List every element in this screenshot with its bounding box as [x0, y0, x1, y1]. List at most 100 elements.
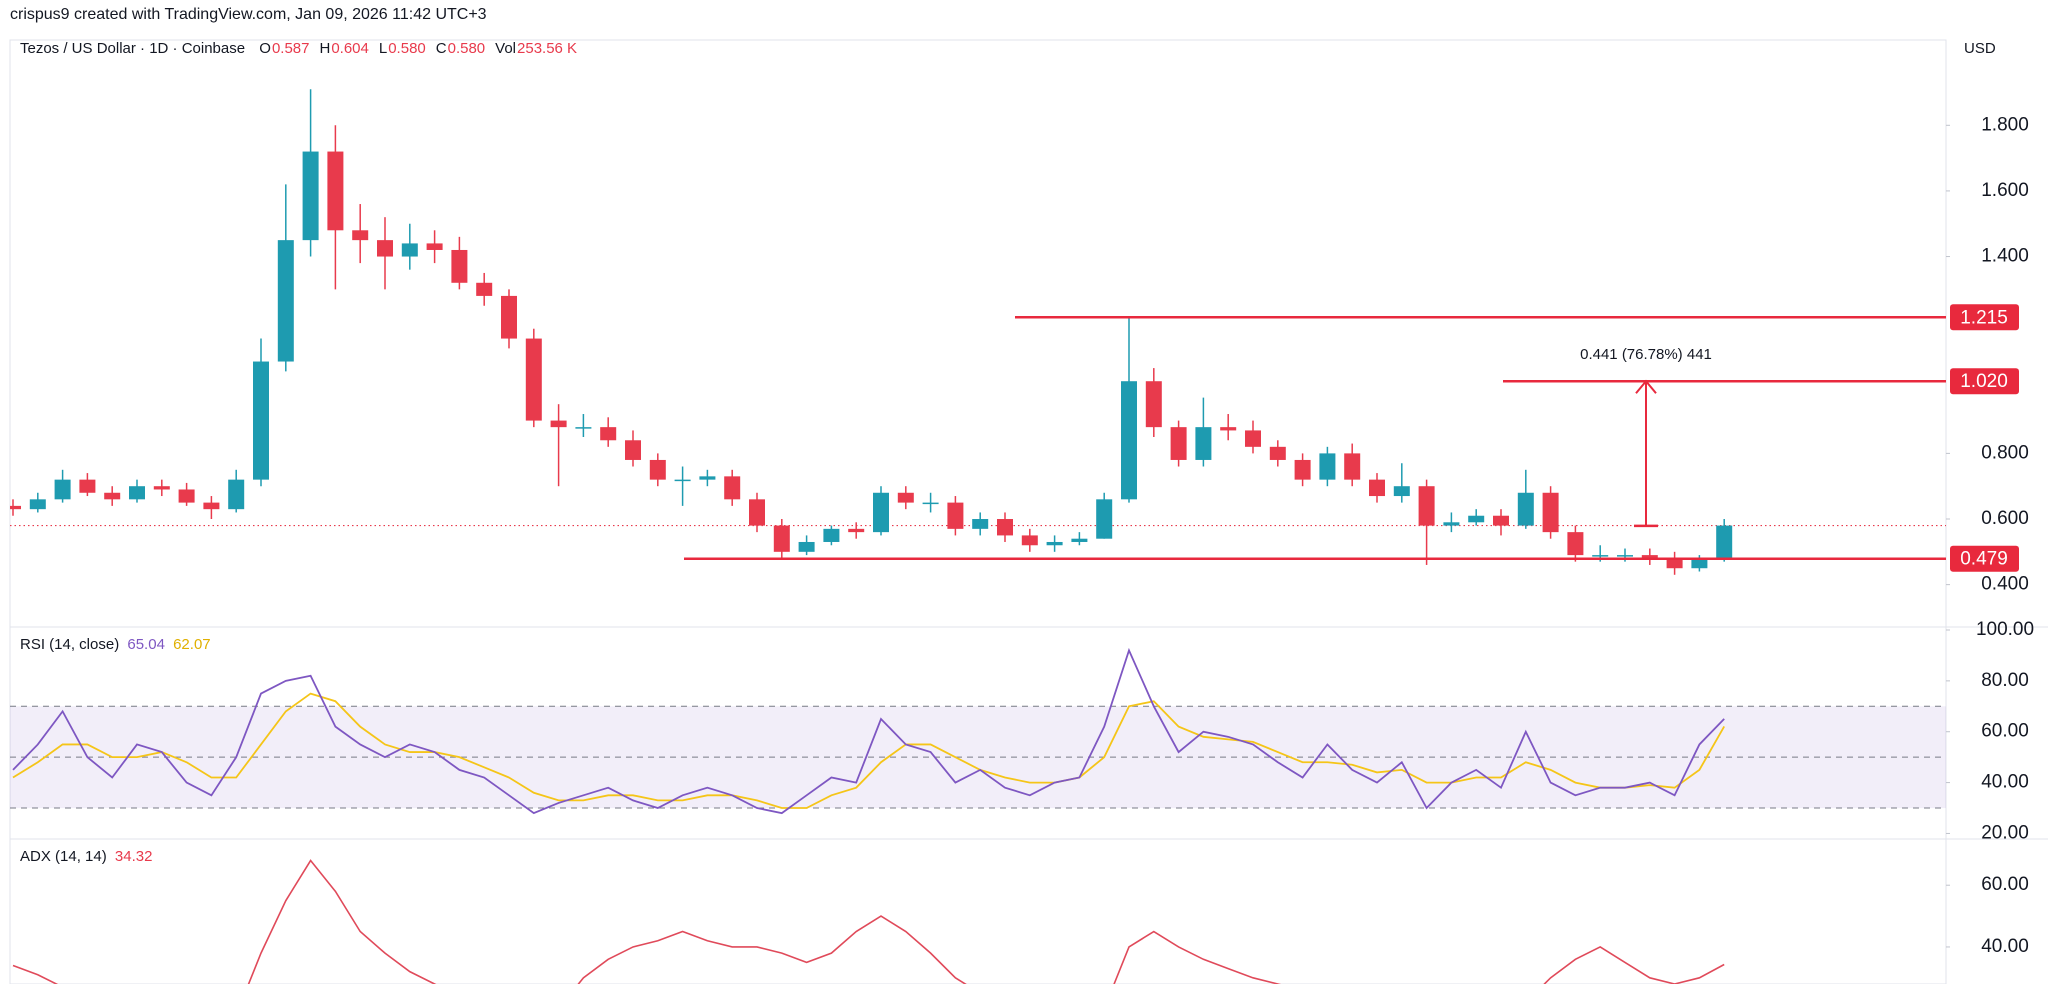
level-label-box: [1950, 545, 2019, 572]
candle-body: [426, 243, 443, 250]
level-label: 1.020: [1960, 371, 2008, 392]
candle-body: [1046, 541, 1063, 546]
candle-body: [1567, 532, 1584, 556]
watermark: crispus9 created with TradingView.com, J…: [10, 6, 487, 23]
candle-body: [1418, 486, 1435, 526]
candle-body: [997, 519, 1013, 536]
y-tick-label: 80.00: [1981, 670, 2029, 691]
y-tick-label: 0.600: [1981, 508, 2029, 529]
candle-body: [1195, 427, 1212, 460]
candle-body: [1319, 453, 1336, 480]
candle-body: [104, 492, 121, 500]
candle-body: [550, 420, 567, 428]
legend-value: 0.587: [271, 40, 310, 57]
candle-body: [1641, 555, 1658, 559]
candle-body: [1121, 381, 1137, 500]
candle-body: [823, 528, 840, 542]
candle-body: [302, 151, 319, 241]
level-label: 1.215: [1960, 307, 2008, 328]
rsi-line: [12, 647, 1725, 815]
candle-body: [277, 240, 294, 362]
legend-key: Vol: [495, 40, 517, 57]
candle-body: [699, 476, 716, 480]
candle-body: [377, 240, 393, 257]
candle-body: [1369, 479, 1385, 497]
candle-body: [54, 479, 71, 500]
y-tick-label: 1.400: [1981, 246, 2029, 267]
candle-body: [1542, 492, 1559, 533]
measure-arrowhead: [1635, 379, 1657, 394]
legend-key: L: [378, 40, 388, 57]
candle-body: [600, 427, 617, 441]
candle-body: [1096, 499, 1113, 539]
candle-body: [10, 505, 21, 510]
candle-body: [1443, 522, 1460, 526]
y-tick-label: 1.800: [1981, 114, 2029, 135]
candle-body: [873, 492, 889, 533]
candle-body: [451, 249, 468, 283]
candle-body: [129, 486, 145, 500]
candle-body: [848, 528, 865, 533]
adx-line: [12, 859, 1725, 984]
candle-body: [1021, 535, 1038, 546]
candle-body: [1517, 492, 1534, 526]
legend-value: 253.56 K: [517, 40, 578, 57]
candle-body: [625, 440, 641, 460]
rsi-value: 65.04: [127, 636, 165, 653]
candle-body: [1493, 515, 1509, 526]
price-pane: [10, 89, 1946, 575]
y-tick-label: 60.00: [1981, 874, 2029, 895]
candle-body: [947, 502, 964, 529]
candle-body: [1666, 558, 1683, 569]
candle-body: [327, 151, 344, 231]
candle-body: [1071, 538, 1088, 542]
candle-body: [501, 295, 517, 339]
y-tick-label: 60.00: [1981, 721, 2029, 742]
candle-body: [649, 459, 666, 480]
candle-body: [724, 476, 741, 500]
candle-body: [1691, 558, 1708, 569]
candle-body: [773, 525, 790, 552]
y-tick-label: 40.00: [1981, 772, 2029, 793]
candle-body: [674, 479, 691, 482]
candle-body: [1344, 453, 1361, 480]
adx-value: 34.32: [114, 848, 153, 865]
candle-body: [1269, 446, 1286, 460]
candle-body: [178, 489, 195, 503]
adx-title: ADX (14, 14): [20, 848, 107, 865]
candle-body: [79, 479, 96, 493]
adx-legend: ADX (14, 14) 34.32: [20, 848, 156, 865]
level-label-box: [1950, 368, 2019, 395]
legend-key: C: [435, 40, 447, 57]
adx-pane: [12, 859, 1725, 984]
level-label: 0.479: [1960, 549, 2008, 570]
rsi-pane: [10, 647, 1946, 815]
candle-body: [525, 338, 542, 421]
candle-body: [1592, 555, 1609, 557]
candle-body: [1245, 430, 1261, 447]
symbol-title: Tezos / US Dollar · 1D · Coinbase: [20, 40, 246, 57]
currency: USD: [1964, 40, 1996, 57]
candle-body: [29, 499, 46, 510]
legend-value: 0.604: [331, 40, 369, 57]
pane-frame: [9, 39, 1947, 984]
candle-body: [476, 282, 493, 296]
candle-body: [1170, 427, 1187, 460]
y-tick-label: 0.400: [1981, 574, 2029, 595]
y-tick-label: 0.800: [1981, 442, 2029, 463]
rsi-ma-line: [12, 692, 1725, 809]
legend-key: H: [319, 40, 331, 57]
y-tick-label: 100.00: [1976, 619, 2034, 640]
legend-value: 0.580: [447, 40, 486, 57]
y-tick-label: 40.00: [1981, 936, 2029, 957]
candle-body: [401, 243, 418, 257]
legend-key: O: [259, 40, 271, 57]
price-legend: Tezos / US Dollar · 1D · Coinbase O0.587…: [20, 40, 581, 57]
candle-body: [253, 361, 269, 480]
candle-body: [1145, 381, 1162, 428]
candle-body: [228, 479, 245, 510]
candle-body: [1617, 555, 1633, 557]
candle-body: [153, 486, 170, 490]
